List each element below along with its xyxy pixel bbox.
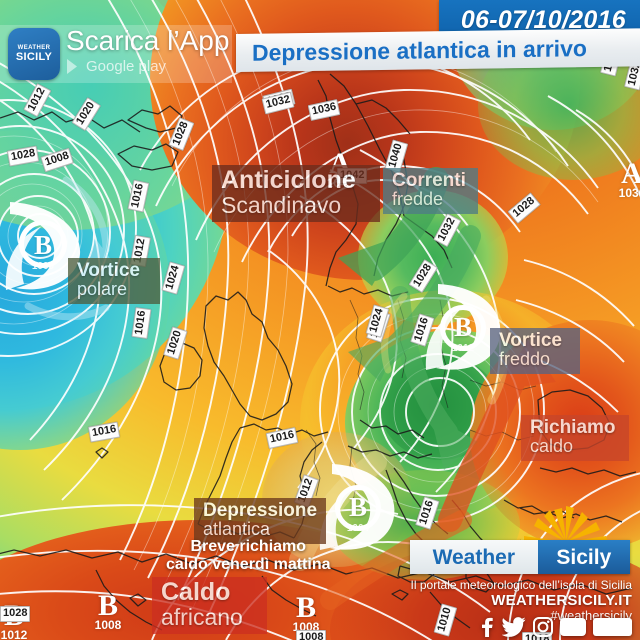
headline-text: Depressione atlantica in arrivo (252, 34, 587, 66)
anticiclone-scandinavo: Anticiclone Scandinavo (212, 165, 380, 222)
facebook-icon[interactable] (479, 617, 495, 637)
app-icon-line2: SICILY (15, 50, 53, 63)
vortice-freddo-line2: freddo (499, 349, 551, 370)
weather-sicily-logo[interactable]: Weather Sicily (410, 540, 631, 574)
low-ring-polar (19, 220, 67, 268)
instagram-icon[interactable] (532, 617, 553, 637)
correnti-fredde-line1: Correnti (392, 170, 466, 191)
anticiclone-scandinavo-line1: Anticiclone (221, 166, 356, 194)
sun-rays-icon (524, 506, 608, 544)
youtube-icon[interactable]: You Tube (559, 617, 587, 637)
date-text: 06-07/10/2016 (460, 5, 626, 34)
brand-tagline: Il portale meteorologico dell’isola di S… (410, 578, 632, 592)
depressione-atlantica-line2: atlantica (203, 519, 271, 540)
depressione-atlantica: Depressione atlantica (194, 498, 327, 544)
vortice-polare: Vortice polare (68, 258, 160, 304)
vortice-freddo: Vortice freddo (490, 328, 580, 374)
social-icon-row[interactable]: You Tube YOU reporter (479, 617, 632, 637)
caldo-africano-line1: Caldo (161, 578, 231, 606)
low-glyph-polar: B (33, 229, 53, 260)
richiamo-caldo: Richiamo caldo (521, 415, 629, 461)
correnti-fredde-line2: fredde (392, 189, 444, 210)
vortice-freddo-line1: Vortice (499, 330, 563, 351)
google-play-link[interactable]: Google play (66, 58, 166, 75)
logo-weather-half: Weather (410, 540, 538, 574)
vortice-polare-line2: polare (77, 279, 128, 300)
richiamo-caldo-line1: Richiamo (530, 417, 616, 438)
low-ring-cold-vortex (440, 305, 486, 351)
low-ring-atlantic (335, 485, 381, 531)
app-promo-banner[interactable]: WEATHER SICILY Scarica l’App Google play (0, 25, 232, 83)
low-value-polar: 1000 (31, 261, 55, 272)
low-value-atlantic: 1004 (346, 523, 370, 534)
depressione-atlantica-line1: Depressione (203, 500, 318, 521)
vortice-polare-line1: Vortice (77, 260, 141, 281)
isobar-label: 1008 (296, 630, 327, 640)
app-promo-title: Scarica l’App (66, 25, 230, 56)
brand-footer: Weather Sicily Il portale meteorologico … (402, 506, 636, 638)
low-centre-badge-atlantic: B 1004 (316, 462, 400, 554)
breve-richiamo-note-line1: Breve richiamo (190, 538, 307, 555)
breve-richiamo-note-line2: caldo venerdì mattina (166, 555, 331, 573)
headline-banner: Depressione atlantica in arrivo (236, 28, 640, 73)
twitter-icon[interactable] (501, 617, 526, 637)
breve-richiamo-note: Breve richiamo caldo venerdì mattina (166, 538, 331, 574)
brand-website[interactable]: WEATHERSICILY.IT (491, 592, 632, 609)
weather-sicily-app-icon[interactable]: WEATHER SICILY (8, 28, 60, 80)
google-play-icon (67, 59, 77, 74)
low-centre-badge-cold-vortex: B 1012 (420, 282, 506, 374)
logo-sicily-half: Sicily (537, 540, 631, 574)
correnti-fredde: Correnti fredde (383, 168, 478, 214)
youreporter-icon[interactable]: YOU reporter (593, 617, 632, 637)
low-glyph-cold-vortex: B (453, 311, 473, 342)
caldo-africano-line2: africano (161, 603, 243, 630)
google-play-label: Google play (86, 58, 167, 75)
low-glyph-atlantic: B (348, 491, 368, 522)
richiamo-caldo-line2: caldo (530, 436, 574, 457)
low-centre-badge-polar: B 1000 (0, 198, 84, 294)
app-icon-line1: WEATHER (17, 44, 51, 51)
logo-sicily-text: Sicily (556, 545, 612, 569)
caldo-africano: Caldo africano (152, 577, 267, 634)
low-value-cold-vortex: 1012 (451, 343, 475, 354)
isobar-label: 1028 (0, 606, 31, 622)
anticiclone-scandinavo-line2: Scandinavo (221, 191, 342, 218)
logo-weather-text: Weather (432, 545, 516, 569)
